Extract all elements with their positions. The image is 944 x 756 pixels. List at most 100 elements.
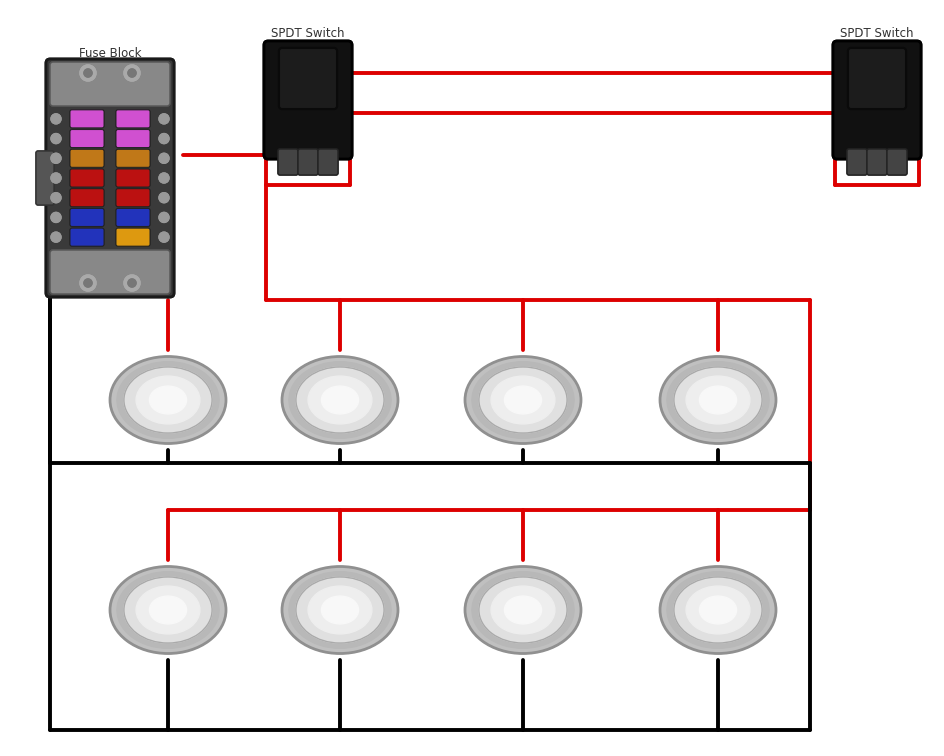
Text: Fuse Block: Fuse Block: [78, 47, 141, 60]
FancyBboxPatch shape: [70, 228, 104, 246]
Ellipse shape: [659, 566, 775, 653]
Circle shape: [51, 134, 61, 144]
Circle shape: [159, 193, 169, 203]
FancyBboxPatch shape: [116, 110, 150, 128]
FancyBboxPatch shape: [847, 48, 905, 109]
Ellipse shape: [295, 367, 383, 433]
Circle shape: [51, 173, 61, 183]
Circle shape: [51, 232, 61, 242]
Ellipse shape: [124, 367, 211, 433]
Ellipse shape: [673, 577, 761, 643]
Text: SPDT Switch: SPDT Switch: [839, 27, 913, 40]
FancyBboxPatch shape: [116, 209, 150, 227]
Circle shape: [124, 275, 140, 291]
Circle shape: [124, 65, 140, 81]
Circle shape: [159, 232, 169, 242]
Circle shape: [51, 232, 61, 242]
FancyBboxPatch shape: [116, 149, 150, 167]
Circle shape: [51, 153, 61, 163]
FancyBboxPatch shape: [36, 151, 54, 205]
FancyBboxPatch shape: [46, 59, 174, 297]
Ellipse shape: [308, 376, 372, 424]
FancyBboxPatch shape: [70, 129, 104, 147]
FancyBboxPatch shape: [50, 250, 170, 294]
FancyBboxPatch shape: [832, 41, 920, 159]
Circle shape: [127, 279, 136, 287]
FancyBboxPatch shape: [70, 169, 104, 187]
Circle shape: [84, 69, 92, 77]
Circle shape: [80, 275, 96, 291]
FancyBboxPatch shape: [278, 48, 337, 109]
Circle shape: [80, 275, 96, 291]
Circle shape: [159, 134, 169, 144]
Ellipse shape: [479, 577, 566, 643]
FancyBboxPatch shape: [116, 189, 150, 206]
Ellipse shape: [321, 386, 358, 414]
FancyBboxPatch shape: [70, 209, 104, 227]
FancyBboxPatch shape: [116, 169, 150, 187]
Circle shape: [127, 69, 136, 77]
Ellipse shape: [659, 357, 775, 444]
Circle shape: [51, 134, 61, 144]
Ellipse shape: [471, 572, 573, 649]
Circle shape: [84, 279, 92, 287]
Circle shape: [159, 232, 169, 242]
FancyBboxPatch shape: [70, 228, 104, 246]
Circle shape: [159, 114, 169, 124]
FancyBboxPatch shape: [116, 209, 150, 227]
Ellipse shape: [281, 566, 397, 653]
FancyBboxPatch shape: [70, 169, 104, 187]
FancyBboxPatch shape: [846, 149, 866, 175]
FancyBboxPatch shape: [70, 149, 104, 167]
FancyBboxPatch shape: [886, 149, 906, 175]
FancyBboxPatch shape: [116, 110, 150, 128]
FancyBboxPatch shape: [263, 41, 351, 159]
Ellipse shape: [685, 586, 750, 634]
FancyBboxPatch shape: [866, 149, 886, 175]
Circle shape: [51, 153, 61, 163]
Circle shape: [51, 114, 61, 124]
Ellipse shape: [149, 596, 186, 624]
FancyBboxPatch shape: [846, 149, 866, 175]
FancyBboxPatch shape: [297, 149, 318, 175]
Circle shape: [51, 212, 61, 222]
Ellipse shape: [321, 596, 358, 624]
Ellipse shape: [149, 386, 186, 414]
FancyBboxPatch shape: [847, 48, 905, 109]
Ellipse shape: [117, 572, 219, 649]
Circle shape: [80, 65, 96, 81]
Ellipse shape: [289, 572, 391, 649]
FancyBboxPatch shape: [866, 149, 886, 175]
Circle shape: [51, 193, 61, 203]
FancyBboxPatch shape: [116, 129, 150, 147]
FancyBboxPatch shape: [70, 209, 104, 227]
Ellipse shape: [491, 376, 554, 424]
FancyBboxPatch shape: [116, 129, 150, 147]
Ellipse shape: [471, 361, 573, 438]
Circle shape: [159, 134, 169, 144]
FancyBboxPatch shape: [70, 189, 104, 206]
Circle shape: [159, 173, 169, 183]
FancyBboxPatch shape: [46, 59, 174, 297]
Ellipse shape: [308, 586, 372, 634]
Ellipse shape: [699, 386, 735, 414]
Ellipse shape: [464, 357, 581, 444]
Ellipse shape: [504, 386, 541, 414]
Circle shape: [51, 114, 61, 124]
FancyBboxPatch shape: [832, 41, 920, 159]
FancyBboxPatch shape: [116, 149, 150, 167]
FancyBboxPatch shape: [278, 149, 297, 175]
Circle shape: [159, 193, 169, 203]
Ellipse shape: [464, 566, 581, 653]
FancyBboxPatch shape: [886, 149, 906, 175]
FancyBboxPatch shape: [50, 62, 170, 106]
FancyBboxPatch shape: [263, 41, 351, 159]
FancyBboxPatch shape: [318, 149, 338, 175]
Ellipse shape: [110, 566, 226, 653]
FancyBboxPatch shape: [70, 129, 104, 147]
Ellipse shape: [491, 586, 554, 634]
Ellipse shape: [136, 376, 200, 424]
Ellipse shape: [666, 361, 768, 438]
Ellipse shape: [281, 357, 397, 444]
Circle shape: [51, 193, 61, 203]
